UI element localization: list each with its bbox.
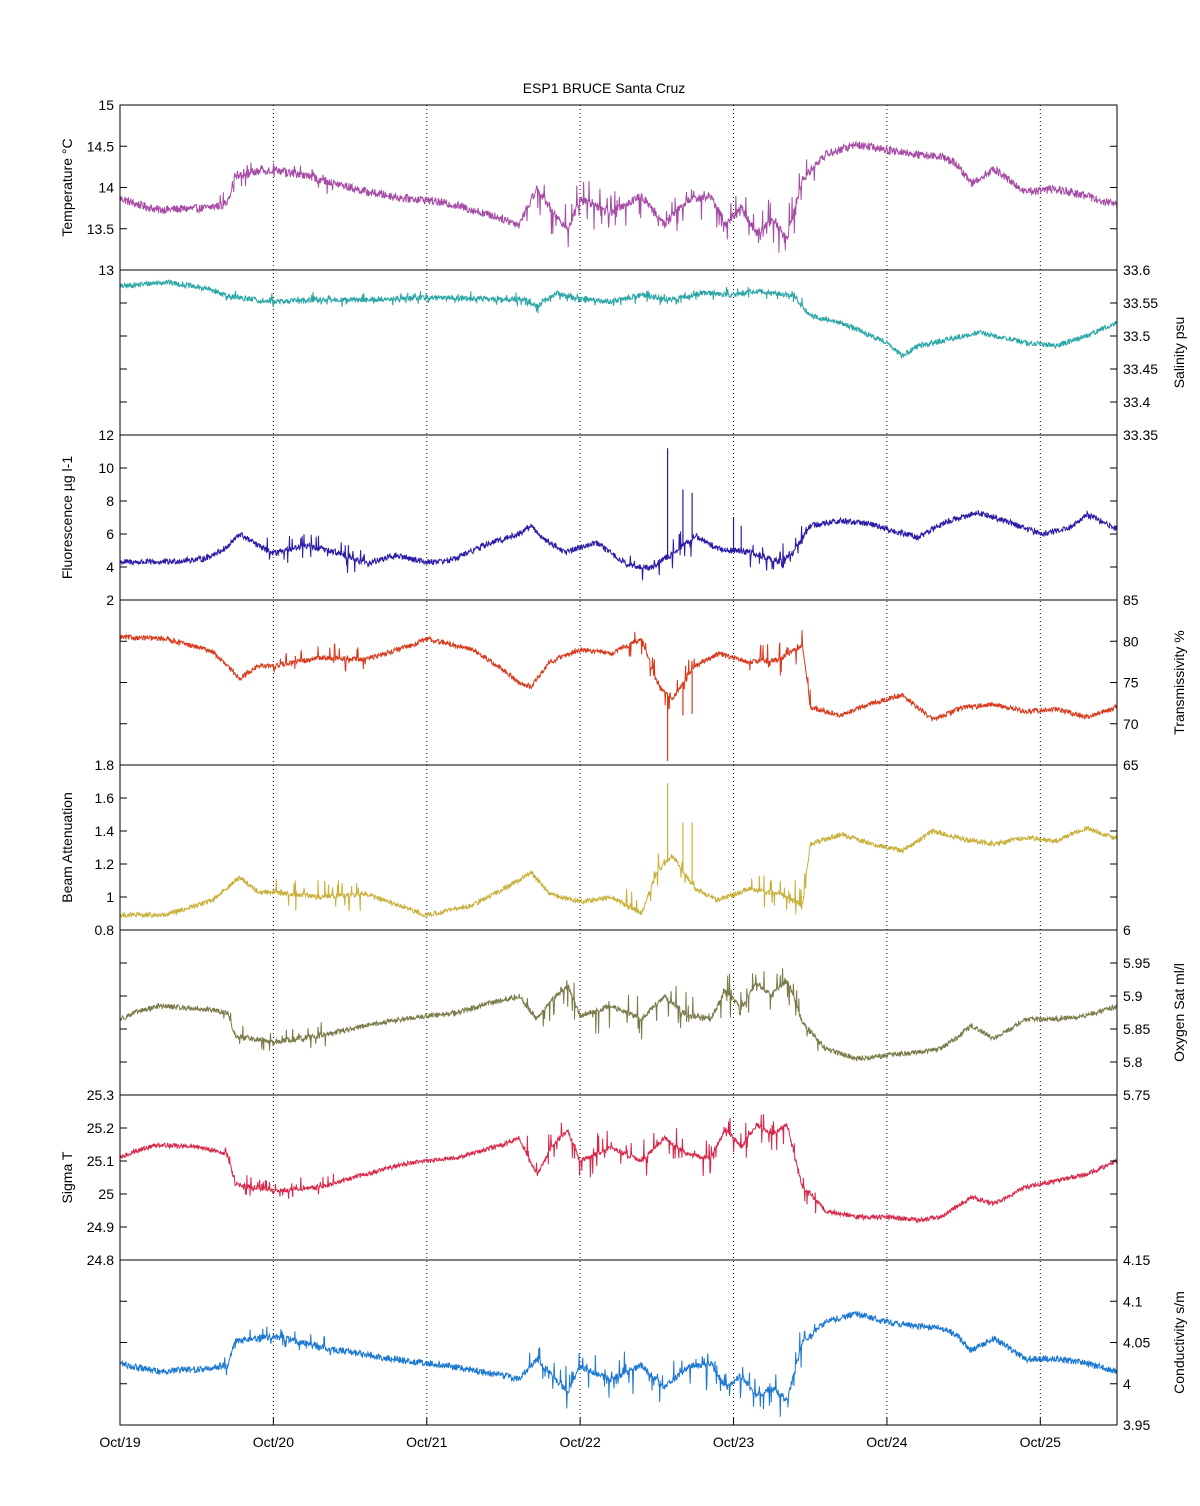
y-tick-label-salinity: 33.35 <box>1123 427 1158 443</box>
chart-title: ESP1 BRUCE Santa Cruz <box>523 80 686 96</box>
y-tick-label-transmissivity: 75 <box>1123 675 1139 691</box>
series-line-fluorescence <box>119 509 1118 581</box>
y-tick-label-temperature: 13.5 <box>87 221 114 237</box>
series-line-sigma_t <box>119 1114 1118 1224</box>
y-tick-label-sigma_t: 25.3 <box>87 1087 114 1103</box>
panel-frame-conductivity <box>119 1259 1118 1426</box>
y-tick-label-beam_attenuation: 1.4 <box>95 823 115 839</box>
y-tick-label-transmissivity: 85 <box>1123 592 1139 608</box>
y-axis-label-sigma_t: Sigma T <box>59 1151 75 1203</box>
y-tick-label-transmissivity: 80 <box>1123 633 1139 649</box>
x-tick-label: Oct/19 <box>99 1434 140 1450</box>
y-tick-label-transmissivity: 65 <box>1123 757 1139 773</box>
x-tick-label: Oct/22 <box>560 1434 601 1450</box>
y-tick-label-oxygen_sat: 5.8 <box>1123 1054 1143 1070</box>
panel-frame-oxygen_sat <box>119 929 1118 1096</box>
x-tick-label: Oct/21 <box>406 1434 447 1450</box>
series-line-temperature <box>119 140 1118 253</box>
y-axis-label-oxygen_sat: Oxygen Sat ml/l <box>1171 963 1187 1062</box>
x-tick-label: Oct/25 <box>1020 1434 1061 1450</box>
y-tick-label-conductivity: 4.05 <box>1123 1335 1150 1351</box>
panel-frame-beam_attenuation <box>119 764 1118 931</box>
y-axis-label-fluorescence: Fluorescence µg l-1 <box>59 456 75 579</box>
y-axis-label-temperature: Temperature °C <box>59 138 75 236</box>
y-tick-label-conductivity: 4 <box>1123 1376 1131 1392</box>
y-tick-label-temperature: 14 <box>98 180 114 196</box>
y-axis-label-conductivity: Conductivity s/m <box>1171 1291 1187 1394</box>
panel-frame-transmissivity <box>119 599 1118 766</box>
y-tick-label-oxygen_sat: 5.9 <box>1123 988 1143 1004</box>
y-tick-label-sigma_t: 25 <box>98 1186 114 1202</box>
y-tick-label-oxygen_sat: 5.85 <box>1123 1021 1150 1037</box>
y-tick-label-salinity: 33.5 <box>1123 328 1150 344</box>
y-tick-label-sigma_t: 25.2 <box>87 1120 114 1136</box>
series-line-oxygen_sat <box>119 968 1118 1062</box>
y-tick-label-fluorescence: 4 <box>106 559 114 575</box>
y-tick-label-salinity: 33.55 <box>1123 295 1158 311</box>
y-tick-label-fluorescence: 8 <box>106 493 114 509</box>
panel-frame-temperature <box>119 104 1118 271</box>
y-tick-label-oxygen_sat: 5.95 <box>1123 955 1150 971</box>
y-axis-label-transmissivity: Transmissivity % <box>1171 630 1187 735</box>
y-tick-label-oxygen_sat: 5.75 <box>1123 1087 1150 1103</box>
y-tick-label-temperature: 15 <box>98 97 114 113</box>
y-tick-label-salinity: 33.4 <box>1123 394 1150 410</box>
y-tick-label-beam_attenuation: 0.8 <box>95 922 115 938</box>
series-line-conductivity <box>119 1310 1118 1417</box>
panel-frame-salinity <box>119 269 1118 436</box>
x-tick-label: Oct/23 <box>713 1434 754 1450</box>
x-tick-label: Oct/24 <box>866 1434 907 1450</box>
y-tick-label-fluorescence: 12 <box>98 427 114 443</box>
y-tick-label-fluorescence: 10 <box>98 460 114 476</box>
y-tick-label-fluorescence: 6 <box>106 526 114 542</box>
series-line-salinity <box>119 279 1118 360</box>
y-axis-label-salinity: Salinity psu <box>1171 317 1187 389</box>
series-line-transmissivity <box>119 630 1118 722</box>
y-tick-label-sigma_t: 25.1 <box>87 1153 114 1169</box>
series-line-beam_attenuation <box>119 825 1118 919</box>
y-tick-label-oxygen_sat: 6 <box>1123 922 1131 938</box>
y-tick-label-temperature: 14.5 <box>87 138 114 154</box>
y-axis-label-beam_attenuation: Beam Attenuation <box>59 792 75 903</box>
y-tick-label-salinity: 33.6 <box>1123 262 1150 278</box>
y-tick-label-temperature: 13 <box>98 262 114 278</box>
panel-frame-sigma_t <box>119 1094 1118 1261</box>
y-tick-label-transmissivity: 70 <box>1123 716 1139 732</box>
y-tick-label-beam_attenuation: 1.2 <box>95 856 115 872</box>
y-tick-label-sigma_t: 24.8 <box>87 1252 114 1268</box>
y-tick-label-salinity: 33.45 <box>1123 361 1158 377</box>
y-tick-label-beam_attenuation: 1 <box>106 889 114 905</box>
y-tick-label-beam_attenuation: 1.6 <box>95 790 115 806</box>
y-tick-label-sigma_t: 24.9 <box>87 1219 114 1235</box>
y-tick-label-conductivity: 3.95 <box>1123 1417 1150 1433</box>
y-tick-label-fluorescence: 2 <box>106 592 114 608</box>
y-tick-label-conductivity: 4.15 <box>1123 1252 1150 1268</box>
x-tick-label: Oct/20 <box>253 1434 294 1450</box>
y-tick-label-beam_attenuation: 1.8 <box>95 757 115 773</box>
y-tick-label-conductivity: 4.1 <box>1123 1293 1143 1309</box>
